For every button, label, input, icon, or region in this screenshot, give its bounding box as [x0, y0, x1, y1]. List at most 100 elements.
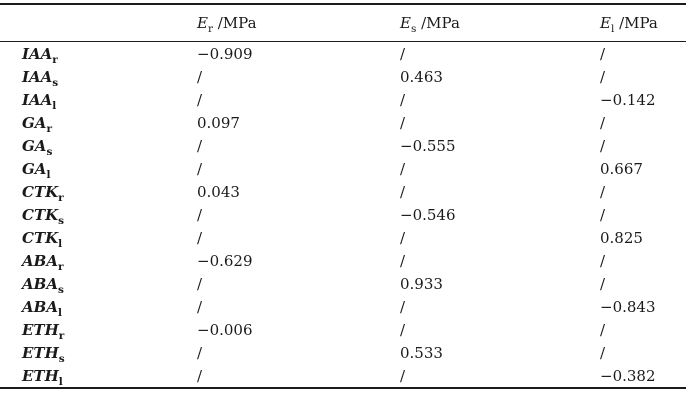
value-cell: /	[600, 182, 606, 201]
value-cell: /	[400, 320, 406, 339]
value-cell: −0.546	[400, 205, 456, 224]
subscript: s	[46, 145, 53, 158]
hormone-name: GA	[22, 136, 47, 155]
subscript: l	[46, 168, 51, 181]
row-label: IAAs	[0, 65, 197, 88]
value-cell: /	[400, 251, 406, 270]
table-row-aba-l: ABAl / / −0.843	[0, 295, 686, 318]
modulus-correlation-table: Er /MPa Es /MPa El /MPa IAAr −0.909 / / …	[0, 3, 686, 389]
row-label: GAl	[0, 157, 197, 180]
hormone-name: GA	[22, 113, 47, 132]
row-label: CTKs	[0, 203, 197, 226]
value-cell: −0.909	[197, 44, 253, 63]
e-symbol: E	[400, 14, 411, 32]
table-row-eth-s: ETHs / 0.533 /	[0, 341, 686, 364]
hormone-name: CTK	[22, 182, 59, 201]
unit-label: /MPa	[212, 14, 257, 32]
value-cell: /	[197, 136, 203, 155]
value-cell: /	[197, 343, 203, 362]
subscript: r	[52, 53, 58, 66]
value-cell: 0.825	[600, 228, 643, 247]
value-cell: /	[600, 251, 606, 270]
value-cell: −0.555	[400, 136, 456, 155]
hormone-name: ABA	[22, 297, 58, 316]
row-label: ABAr	[0, 249, 197, 272]
column-header-er: Er /MPa	[197, 3, 400, 42]
hormone-name: IAA	[22, 90, 53, 109]
hormone-name: ETH	[22, 366, 59, 385]
row-label: CTKl	[0, 226, 197, 249]
value-cell: /	[197, 90, 203, 109]
hormone-name: IAA	[22, 44, 53, 63]
empty-header-cell	[0, 3, 197, 42]
table-row-iaa-r: IAAr −0.909 / /	[0, 42, 686, 66]
row-label: ETHs	[0, 341, 197, 364]
value-cell: 0.533	[400, 343, 443, 362]
row-label: ABAs	[0, 272, 197, 295]
table-row-iaa-s: IAAs / 0.463 /	[0, 65, 686, 88]
value-cell: −0.382	[600, 364, 686, 389]
value-cell: /	[600, 67, 606, 86]
value-cell: /	[400, 182, 406, 201]
subscript: r	[207, 23, 213, 35]
row-label: CTKr	[0, 180, 197, 203]
header-row: Er /MPa Es /MPa El /MPa	[0, 3, 686, 42]
column-header-el: El /MPa	[600, 3, 686, 42]
table-row-aba-s: ABAs / 0.933 /	[0, 272, 686, 295]
subscript: l	[58, 375, 63, 388]
value-cell: /	[400, 159, 406, 178]
hormone-name: CTK	[22, 205, 59, 224]
value-cell: /	[600, 320, 606, 339]
value-cell: 0.667	[600, 159, 643, 178]
row-label: IAAl	[0, 88, 197, 111]
hormone-name: IAA	[22, 67, 53, 86]
value-cell: −0.142	[600, 90, 656, 109]
e-symbol: E	[197, 14, 208, 32]
subscript: l	[57, 306, 62, 319]
value-cell: −0.629	[197, 251, 253, 270]
value-cell: /	[197, 67, 203, 86]
value-cell: 0.933	[400, 274, 443, 293]
value-cell: /	[600, 136, 606, 155]
subscript: r	[46, 122, 52, 135]
value-cell: /	[600, 343, 606, 362]
table-row-ctk-r: CTKr 0.043 / /	[0, 180, 686, 203]
subscript: r	[58, 329, 65, 342]
subscript: r	[58, 191, 64, 204]
subscript: s	[57, 283, 64, 296]
row-label: ABAl	[0, 295, 197, 318]
table-row-eth-l: ETHl / / −0.382	[0, 364, 686, 389]
hormone-name: CTK	[22, 228, 59, 247]
value-cell: /	[197, 364, 400, 389]
hormone-name: ETH	[22, 320, 59, 339]
value-cell: 0.043	[197, 182, 240, 201]
row-label: ETHr	[0, 318, 197, 341]
value-cell: /	[600, 44, 606, 63]
table-row-ctk-l: CTKl / / 0.825	[0, 226, 686, 249]
value-cell: /	[400, 228, 406, 247]
value-cell: /	[400, 90, 406, 109]
value-cell: /	[400, 113, 406, 132]
value-cell: 0.097	[197, 113, 240, 132]
value-cell: /	[197, 274, 203, 293]
subscript: s	[58, 214, 65, 227]
unit-label: /MPa	[614, 14, 658, 32]
unit-label: /MPa	[416, 14, 460, 32]
table-row-ga-s: GAs / −0.555 /	[0, 134, 686, 157]
subscript: s	[58, 352, 65, 365]
hormone-name: ETH	[22, 343, 59, 362]
value-cell: 0.463	[400, 67, 443, 86]
e-symbol: E	[600, 14, 611, 32]
subscript: s	[52, 76, 59, 89]
value-cell: /	[600, 274, 606, 293]
row-label: GAr	[0, 111, 197, 134]
hormone-name: GA	[22, 159, 47, 178]
table-row-ctk-s: CTKs / −0.546 /	[0, 203, 686, 226]
value-cell: /	[400, 44, 406, 63]
subscript: l	[52, 99, 57, 112]
value-cell: /	[400, 297, 406, 316]
hormone-name: ABA	[22, 274, 58, 293]
table-row-ga-l: GAl / / 0.667	[0, 157, 686, 180]
value-cell: −0.843	[600, 297, 656, 316]
subscript: l	[610, 23, 615, 35]
